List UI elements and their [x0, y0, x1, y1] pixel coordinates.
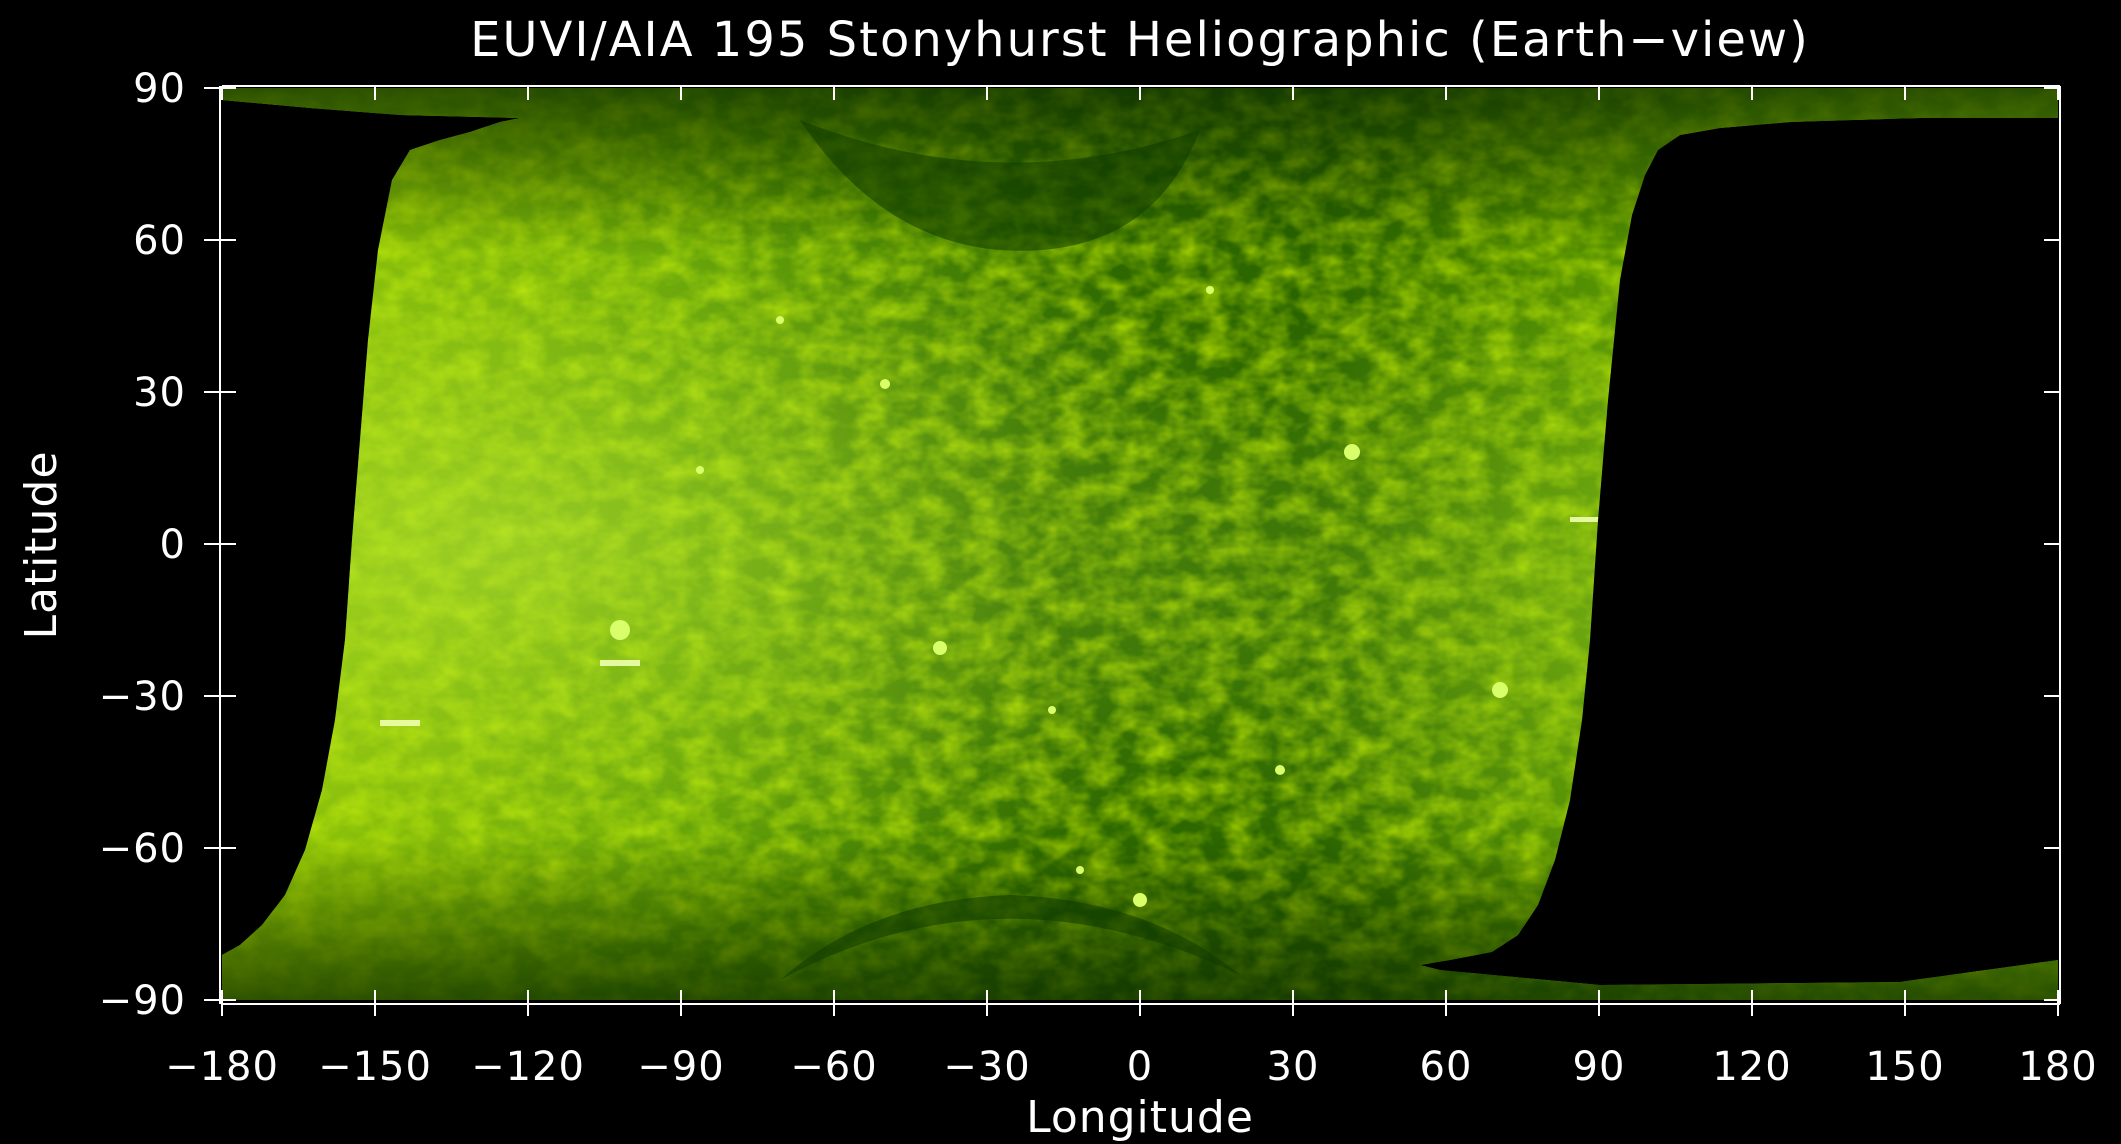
- y-tick-label: −90: [99, 978, 186, 1024]
- y-tick-label: 90: [133, 66, 186, 112]
- y-axis-ticks: 90 60 30 0 −30 −60 −90: [99, 66, 2060, 1024]
- x-axis-ticks: −180 −150 −120 −90 −60 −30 0 30 60 90 120 150 180: [165, 86, 2097, 1090]
- x-tick-label: −120: [471, 1044, 585, 1090]
- x-tick-label: 30: [1267, 1044, 1320, 1090]
- x-tick-label: 90: [1573, 1044, 1626, 1090]
- x-tick-label: −60: [790, 1044, 877, 1090]
- x-tick-label: −30: [943, 1044, 1030, 1090]
- x-tick-label: 60: [1420, 1044, 1473, 1090]
- x-tick-label: −180: [165, 1044, 279, 1090]
- x-tick-label: 180: [2018, 1044, 2097, 1090]
- y-tick-label: 60: [133, 218, 186, 264]
- x-tick-label: −90: [637, 1044, 724, 1090]
- figure-title: EUVI/AIA 195 Stonyhurst Heliographic (Ea…: [470, 12, 1810, 68]
- y-tick-label: 0: [160, 522, 186, 568]
- y-tick-label: −30: [99, 674, 186, 720]
- x-axis-label: Longitude: [1026, 1092, 1254, 1143]
- x-tick-label: 120: [1712, 1044, 1791, 1090]
- y-axis-label: Latitude: [16, 450, 67, 639]
- y-tick-label: −60: [99, 826, 186, 872]
- x-tick-label: −150: [318, 1044, 432, 1090]
- y-tick-label: 30: [133, 370, 186, 416]
- bright-points: [610, 286, 1508, 907]
- x-tick-label: 0: [1127, 1044, 1153, 1090]
- x-tick-label: 150: [1865, 1044, 1944, 1090]
